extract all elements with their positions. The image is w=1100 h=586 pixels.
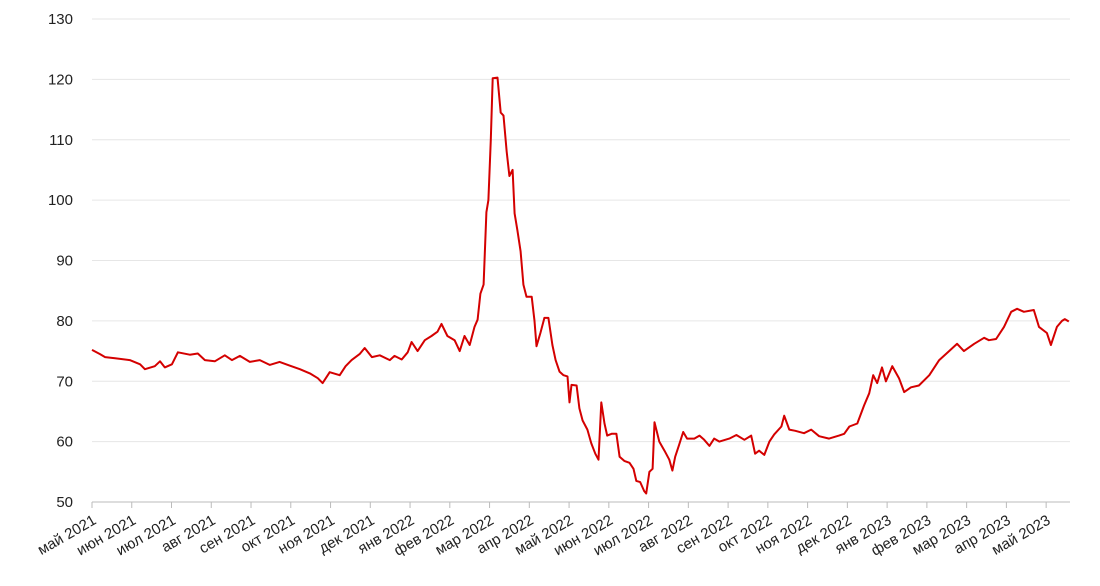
y-tick-label: 60: [56, 434, 73, 451]
line-series: [91, 76, 1070, 495]
y-tick-label: 80: [56, 313, 73, 330]
y-tick-label: 70: [56, 373, 73, 390]
y-tick-label: 110: [49, 132, 73, 149]
y-tick-label: 50: [56, 494, 73, 511]
y-tick-label: 130: [48, 11, 73, 28]
y-tick-label: 90: [56, 253, 73, 270]
y-tick-label: 100: [48, 192, 73, 209]
y-tick-label: 120: [48, 71, 73, 88]
